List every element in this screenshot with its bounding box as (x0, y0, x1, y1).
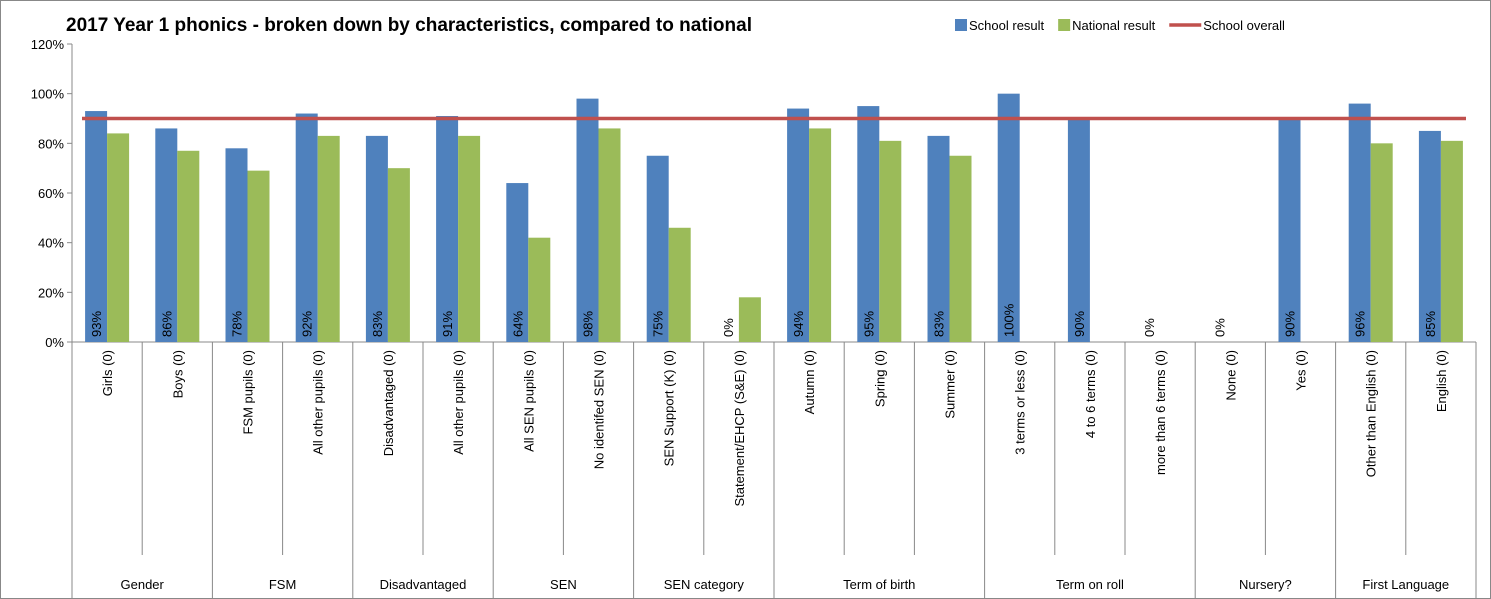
bar (177, 150, 200, 342)
x-tick-label: None (0) (1223, 350, 1238, 401)
x-tick-label: Boys (0) (170, 350, 185, 398)
legend-label: National result (1072, 18, 1155, 33)
bar (295, 113, 318, 343)
group-label: Disadvantaged (380, 577, 467, 592)
data-label: 91% (440, 311, 455, 337)
bar (949, 155, 972, 342)
y-tick-label: 100% (31, 87, 65, 102)
bar (436, 116, 459, 343)
bar (668, 227, 691, 342)
data-label: 100% (1002, 303, 1017, 337)
data-label: 90% (1072, 311, 1087, 337)
group-label: Term of birth (843, 577, 915, 592)
bar (225, 148, 248, 342)
group-label: Gender (121, 577, 165, 592)
bar (997, 93, 1020, 343)
data-label: 98% (581, 311, 596, 337)
x-tick-label: FSM pupils (0) (241, 350, 256, 435)
bar (317, 135, 340, 342)
bar (458, 135, 481, 342)
data-label: 92% (300, 311, 315, 337)
x-tick-label: Statement/EHCP (S&E) (0) (732, 350, 747, 507)
group-label: First Language (1362, 577, 1449, 592)
bar (1067, 118, 1090, 342)
legend-label: School overall (1203, 18, 1285, 33)
bar (1440, 140, 1463, 342)
legend-swatch (1058, 19, 1071, 31)
x-tick-label: Summer (0) (943, 350, 958, 419)
group-label: SEN category (664, 577, 745, 592)
chart-title: 2017 Year 1 phonics - broken down by cha… (66, 15, 752, 36)
bar (247, 170, 270, 342)
data-label: 93% (89, 311, 104, 337)
group-label: SEN (550, 577, 577, 592)
group-label: Nursery? (1239, 577, 1292, 592)
y-tick-label: 80% (38, 136, 64, 151)
x-tick-label: Girls (0) (100, 350, 115, 396)
data-label: 75% (651, 311, 666, 337)
x-tick-label: Disadvantaged (0) (381, 350, 396, 456)
bar (85, 111, 108, 342)
y-tick-label: 40% (38, 236, 64, 251)
bar (787, 108, 810, 342)
x-tick-label: All SEN pupils (0) (521, 350, 536, 452)
x-tick-label: SEN Support (K) (0) (662, 350, 677, 466)
x-tick-label: Other than English (0) (1364, 350, 1379, 477)
data-label: 94% (791, 311, 806, 337)
y-tick-label: 0% (45, 335, 64, 350)
legend-swatch (955, 19, 967, 31)
bar (1278, 118, 1301, 342)
y-tick-label: 60% (38, 186, 64, 201)
x-tick-label: No identifed SEN (0) (592, 350, 607, 469)
data-label: 0% (1142, 318, 1157, 337)
bar (1370, 143, 1393, 342)
bar (879, 140, 902, 342)
bar (809, 128, 832, 342)
bar (155, 128, 178, 342)
bar (107, 133, 130, 342)
bar (598, 128, 621, 342)
group-label: Term on roll (1056, 577, 1124, 592)
bar (365, 135, 388, 342)
data-label: 0% (721, 318, 736, 337)
data-label: 0% (1212, 318, 1227, 337)
legend-label: School result (969, 18, 1045, 33)
bar (646, 155, 669, 342)
bar (738, 297, 761, 342)
bar (857, 106, 880, 342)
data-label: 64% (510, 311, 525, 337)
y-tick-label: 120% (31, 37, 65, 52)
group-label: FSM (269, 577, 296, 592)
y-tick-label: 20% (38, 285, 64, 300)
x-tick-label: Yes (0) (1294, 350, 1309, 391)
data-label: 78% (230, 311, 245, 337)
data-label: 95% (861, 311, 876, 337)
bar (927, 135, 950, 342)
data-label: 96% (1353, 311, 1368, 337)
bar (506, 183, 529, 342)
x-tick-label: Spring (0) (872, 350, 887, 407)
data-label: 86% (159, 311, 174, 337)
data-label: 85% (1423, 311, 1438, 337)
x-tick-label: Autumn (0) (802, 350, 817, 414)
bar (1348, 103, 1371, 342)
data-label: 90% (1283, 311, 1298, 337)
data-label: 83% (370, 311, 385, 337)
bar (387, 168, 410, 342)
x-tick-label: All other pupils (0) (311, 350, 326, 455)
bar (576, 98, 599, 342)
x-tick-label: All other pupils (0) (451, 350, 466, 455)
bar (528, 237, 551, 342)
x-tick-label: English (0) (1434, 350, 1449, 412)
x-tick-label: 4 to 6 terms (0) (1083, 350, 1098, 438)
x-tick-label: 3 terms or less (0) (1013, 350, 1028, 455)
bar (1418, 130, 1441, 342)
data-label: 83% (932, 311, 947, 337)
x-tick-label: more than 6 terms (0) (1153, 350, 1168, 475)
